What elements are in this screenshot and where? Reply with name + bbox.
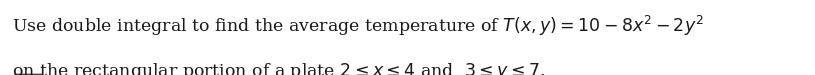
Text: on the rectangular portion of a plate $2 \leq x \leq 4$ and  $3 \leq y \leq 7$.: on the rectangular portion of a plate $2… <box>12 61 545 75</box>
Text: Use double integral to find the average temperature of $T(x, y) = 10 - 8x^2 - 2y: Use double integral to find the average … <box>12 14 704 38</box>
